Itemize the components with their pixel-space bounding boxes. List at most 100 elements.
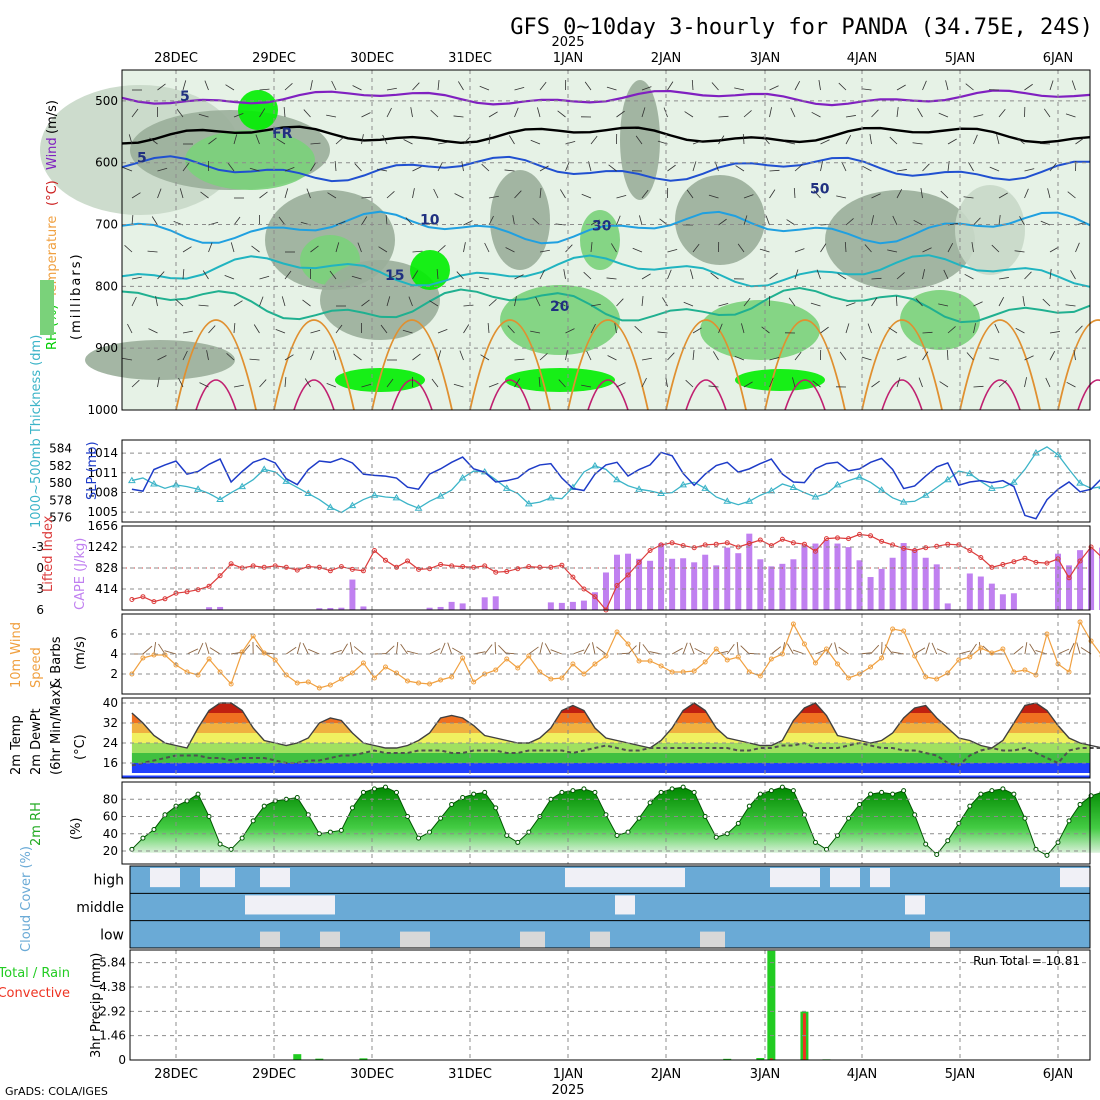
wind-barb: [385, 645, 395, 655]
wind-barb: [284, 270, 292, 280]
wind-barb: [514, 190, 522, 199]
wind-barb: [572, 649, 585, 655]
wind-barb: [440, 642, 446, 655]
cloud-gap: [260, 931, 280, 948]
wind-speed-point: [890, 626, 896, 632]
lifted-point: [746, 541, 752, 546]
wind-barb: [340, 643, 348, 655]
wind-barb: [537, 107, 541, 118]
wind-barb: [461, 161, 464, 172]
wind-barb: [182, 269, 185, 280]
wind-barb: [998, 380, 1007, 388]
wind-barb: [608, 164, 617, 172]
wind-barb: [692, 327, 702, 334]
thickness-point: [943, 475, 952, 483]
wind-barb: [590, 135, 598, 145]
wind-barb: [488, 215, 494, 226]
isotherm-line: [121, 210, 1091, 245]
wind-barb: [197, 642, 204, 655]
rh-tick: 60: [103, 810, 118, 824]
wind-barb: [836, 195, 847, 199]
wind-barb: [361, 299, 370, 307]
wind-barb: [667, 164, 676, 172]
wind-barb: [718, 115, 729, 118]
wind-barb: [641, 86, 652, 91]
wind-barb: [971, 242, 974, 253]
wind-barb: [1068, 642, 1075, 655]
lifted-point: [438, 562, 444, 567]
wind-barb: [794, 248, 805, 253]
wind-barb: [606, 277, 617, 280]
wind-barb: [528, 646, 539, 655]
wind-speed-point: [151, 652, 157, 658]
wind-speed-point: [592, 661, 598, 667]
thickness-point: [238, 482, 247, 490]
wind-barb: [662, 297, 668, 307]
wind-barb: [989, 166, 1000, 172]
cape-bar: [889, 557, 896, 610]
wind-speed-point: [835, 661, 840, 667]
wind-barb: [1057, 648, 1070, 655]
date-label-top: 4JAN: [847, 51, 878, 66]
wind-barb: [1016, 137, 1025, 145]
wind-speed-point: [438, 677, 444, 683]
thickness-slp-panel: 1005 1008 1011 1014 576 578 580 582 584 1000~500m…: [29, 335, 1100, 528]
wind-ylabel-part: & Barbs: [49, 636, 64, 688]
wind-speed-point: [1000, 646, 1006, 652]
thickness-point: [436, 492, 445, 499]
wind-barb: [148, 328, 158, 334]
wind-barb: [793, 187, 796, 199]
wind-barb: [530, 330, 541, 334]
wind-barb: [284, 167, 295, 172]
date-label-bottom: 2JAN: [651, 1067, 682, 1082]
isotherm-hot: [293, 379, 335, 411]
isotherm-line: [121, 155, 1090, 183]
lifted-point: [217, 573, 223, 579]
wind-barb: [505, 247, 515, 253]
cloud-gap: [260, 868, 290, 888]
date-label-top: 30DEC: [350, 51, 394, 66]
thickness-point: [811, 492, 820, 500]
wind-barb: [544, 643, 552, 655]
temp-tick: 24: [103, 736, 118, 750]
wind-barb: [769, 107, 772, 118]
wind-barb: [896, 377, 901, 388]
lifted-point: [261, 564, 267, 570]
wind-barb: [862, 165, 872, 172]
cape-bar: [338, 607, 345, 610]
wind-barb: [841, 161, 847, 172]
wind-barb: [361, 134, 364, 145]
cape-bar: [713, 565, 720, 610]
lifted-tick: 3: [36, 582, 44, 596]
lifted-point: [548, 564, 554, 570]
wind-barb: [382, 134, 388, 145]
wind-speed-point: [382, 664, 388, 670]
thickness-tick: 576: [49, 511, 72, 525]
wind-barb: [335, 324, 343, 334]
wind-barb: [845, 323, 850, 334]
wind-barb: [692, 161, 697, 172]
wind-barb: [820, 139, 830, 145]
upper-air-tick: 700: [95, 218, 118, 232]
wind-barb: [283, 107, 286, 118]
cape-bar: [911, 549, 918, 610]
lifted-point: [779, 536, 785, 542]
wind-barb: [412, 166, 422, 172]
wind-barb: [792, 377, 796, 388]
wind-barb: [233, 113, 244, 118]
wind-barb: [494, 641, 497, 655]
wind-barb: [991, 244, 1000, 253]
rh-point: [581, 786, 587, 792]
wind-speed-point: [449, 674, 455, 680]
wind-barb: [205, 642, 210, 655]
cloud-gap: [565, 868, 685, 888]
wind-barb: [671, 647, 683, 655]
wind-barb: [786, 219, 796, 226]
wind-barb: [845, 134, 852, 145]
cloud-frame: [129, 865, 1091, 949]
wind-barb: [590, 303, 601, 307]
wind-barb: [253, 324, 260, 334]
cape-bar: [977, 576, 984, 610]
rh-point: [1077, 801, 1083, 807]
precip-conv-bar: [769, 1058, 773, 1060]
